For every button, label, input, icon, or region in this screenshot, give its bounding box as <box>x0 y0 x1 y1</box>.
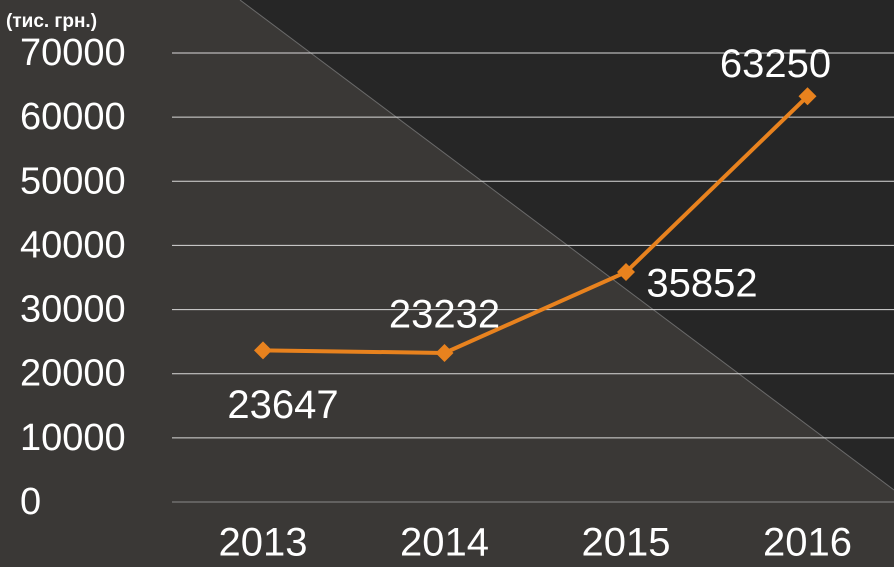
line <box>262 94 809 355</box>
marker <box>617 263 635 282</box>
marker <box>435 343 454 362</box>
y-tick-label: 60000 <box>20 96 126 138</box>
x-tick-label: 2015 <box>582 521 671 565</box>
data-label: 23232 <box>389 293 500 337</box>
marker <box>798 87 817 106</box>
marker <box>254 341 272 360</box>
data-label: 35852 <box>646 262 757 306</box>
y-tick-label: 10000 <box>20 417 126 459</box>
y-tick-label: 50000 <box>20 160 126 202</box>
data-label: 23647 <box>227 383 338 427</box>
y-tick-label: 30000 <box>20 289 126 331</box>
y-tick-label: 70000 <box>20 32 126 74</box>
y-axis-label: (тис. грн.) <box>6 11 97 32</box>
y-tick-label: 0 <box>20 481 41 523</box>
data-label: 63250 <box>720 42 831 86</box>
y-tick-label: 40000 <box>20 224 126 266</box>
x-tick-label: 2016 <box>763 521 852 565</box>
y-tick-label: 20000 <box>20 353 126 395</box>
x-tick-label: 2013 <box>219 521 308 565</box>
x-tick-label: 2014 <box>400 521 489 565</box>
